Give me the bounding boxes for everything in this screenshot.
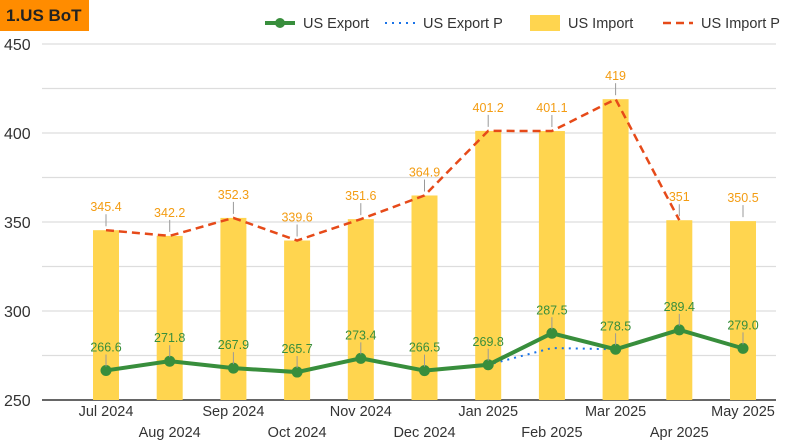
- import-data-label: 351: [669, 190, 690, 204]
- export-point: [673, 324, 685, 336]
- y-tick-label: 450: [4, 37, 31, 54]
- import-data-label: 339.6: [281, 211, 312, 225]
- x-tick-label: Aug 2024: [139, 425, 201, 441]
- y-tick-label: 350: [4, 215, 31, 232]
- export-data-label: 287.5: [536, 303, 567, 317]
- x-tick-label: Dec 2024: [393, 425, 455, 441]
- legend-label: US Import: [568, 16, 633, 32]
- export-data-label: 271.8: [154, 331, 185, 345]
- export-point: [610, 343, 622, 355]
- export-point: [737, 342, 749, 354]
- legend-export-icon: [275, 18, 285, 28]
- x-tick-label: Nov 2024: [330, 404, 392, 420]
- import-p-line: [105, 97, 681, 242]
- export-data-label: 266.6: [90, 340, 121, 354]
- export-data-label: 273.4: [345, 328, 376, 342]
- x-tick-label: Mar 2025: [585, 404, 646, 420]
- export-data-label: 279.0: [727, 318, 758, 332]
- legend-label: US Export: [303, 16, 369, 32]
- x-tick-label: Oct 2024: [268, 425, 327, 441]
- import-bar: [156, 235, 183, 400]
- import-data-label: 364.9: [409, 165, 440, 179]
- y-tick-label: 400: [4, 126, 31, 143]
- x-tick-label: Jan 2025: [458, 404, 518, 420]
- export-data-label: 278.5: [600, 319, 631, 333]
- export-point: [100, 364, 112, 376]
- legend-label: US Import P: [701, 16, 780, 32]
- export-data-label: 269.8: [473, 335, 504, 349]
- import-bar: [666, 220, 693, 400]
- export-p-line: [105, 328, 680, 374]
- import-bar: [602, 99, 629, 401]
- x-tick-label: May 2025: [711, 404, 775, 420]
- y-tick-label: 250: [4, 393, 31, 410]
- export-data-label: 265.7: [281, 342, 312, 356]
- import-data-label: 351.6: [345, 189, 376, 203]
- import-bar: [347, 219, 374, 400]
- x-tick-label: Sep 2024: [202, 404, 264, 420]
- export-point: [227, 362, 239, 374]
- export-point: [291, 366, 303, 378]
- import-data-label: 350.5: [727, 191, 758, 205]
- import-data-label: 401.1: [536, 101, 567, 115]
- export-data-label: 267.9: [218, 338, 249, 352]
- export-point: [164, 355, 176, 367]
- legend-label: US Export P: [423, 16, 503, 32]
- y-tick-label: 300: [4, 304, 31, 321]
- import-data-label: 352.3: [218, 188, 249, 202]
- export-data-label: 289.4: [664, 300, 695, 314]
- import-bar: [538, 131, 565, 401]
- import-bar: [730, 221, 756, 400]
- chart-title: 1.US BoT: [0, 0, 89, 31]
- legend-import-icon: [530, 15, 560, 31]
- x-tick-label: Feb 2025: [521, 425, 582, 441]
- export-point: [355, 352, 367, 364]
- import-data-label: 419: [605, 69, 626, 83]
- export-point: [546, 327, 558, 339]
- import-data-label: 342.2: [154, 206, 185, 220]
- export-data-label: 266.5: [409, 341, 440, 355]
- import-data-label: 345.4: [90, 200, 121, 214]
- x-tick-label: Jul 2024: [79, 404, 134, 420]
- import-data-label: 401.2: [473, 101, 504, 115]
- x-tick-label: Apr 2025: [650, 425, 709, 441]
- export-point: [419, 365, 430, 377]
- export-point: [482, 359, 494, 371]
